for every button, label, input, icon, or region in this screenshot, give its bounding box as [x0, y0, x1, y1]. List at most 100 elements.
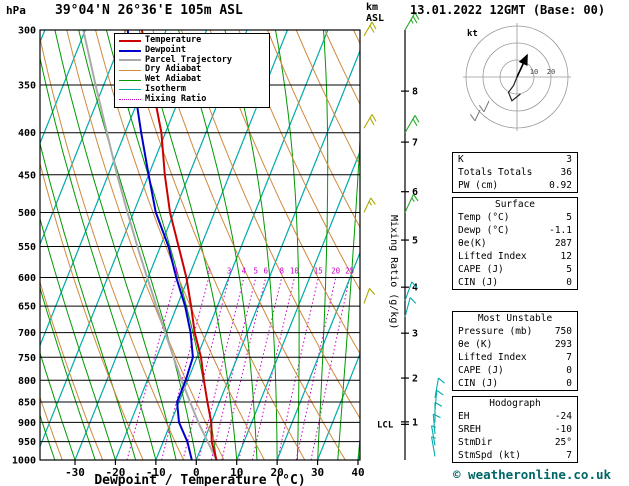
row-label: StmSpd (kt): [458, 450, 521, 461]
row-value: 287: [554, 238, 572, 249]
row-value: -10: [554, 424, 572, 435]
svg-text:10: 10: [230, 466, 243, 479]
row-label: Lifted Index: [458, 352, 527, 363]
svg-text:800: 800: [18, 376, 36, 387]
table-row: θe(K) 287: [453, 237, 577, 250]
legend-item: Dewpoint: [119, 45, 265, 56]
table-title: Most Unstable: [477, 313, 553, 324]
hodograph-unit-label: kt: [467, 29, 478, 39]
wind-barb: [363, 21, 377, 37]
hodograph-inset: 10 20 kt: [463, 23, 571, 131]
credit: © weatheronline.co.uk: [453, 467, 612, 482]
station-title: 39°04'N 26°36'E 105m ASL: [55, 3, 243, 18]
svg-text:500: 500: [18, 208, 36, 219]
row-label: StmDir: [458, 437, 493, 448]
svg-text:550: 550: [18, 242, 36, 253]
table-row: CAPE (J) 0: [453, 364, 577, 377]
row-label: Totals Totals: [458, 167, 533, 178]
legend-swatch: [119, 49, 141, 52]
svg-text:7: 7: [412, 138, 418, 149]
pressure-unit-label: hPa: [6, 4, 26, 17]
table-row: CAPE (J) 5: [453, 263, 577, 276]
row-value: 12: [560, 251, 572, 262]
svg-text:-10: -10: [146, 466, 166, 479]
asl-label: ASL: [366, 13, 385, 24]
svg-text:900: 900: [18, 418, 36, 429]
plot-border: [39, 29, 361, 461]
legend-item: Parcel Trajectory: [119, 55, 265, 66]
legend-swatch: [119, 69, 141, 71]
svg-text:4: 4: [412, 283, 418, 294]
lcl-label: LCL: [377, 420, 394, 430]
svg-text:1: 1: [412, 417, 418, 428]
svg-text:350: 350: [18, 81, 36, 92]
x-axis-label: Dewpoint / Temperature (°C): [94, 473, 306, 486]
row-value: -24: [554, 411, 572, 422]
row-value: 7: [566, 352, 572, 363]
row-value: 7: [566, 450, 572, 461]
most-unstable-table: Most Unstable Pressure (mb) 750 θe (K) 293 Li…: [452, 311, 578, 391]
wind-barb: [430, 436, 436, 457]
row-value: 0: [566, 378, 572, 389]
row-value: 5: [566, 212, 572, 223]
wind-barb: [434, 377, 445, 398]
svg-text:-30: -30: [65, 466, 85, 479]
surface-table: Surface Temp (°C) 5 Dewp (°C) -1.1 θe(K) 287 Li…: [452, 197, 578, 290]
wind-barb: [363, 288, 376, 304]
wind-barb: [478, 100, 490, 113]
legend-label: Isotherm: [145, 83, 186, 94]
legend-item: Wet Adiabat: [119, 74, 265, 85]
svg-text:300: 300: [18, 26, 36, 37]
legend: Temperature Dewpoint Parcel Trajectory Dry …: [114, 33, 270, 108]
row-label: CAPE (J): [458, 264, 504, 275]
legend-swatch: [119, 39, 141, 42]
svg-text:15: 15: [314, 267, 323, 276]
mixing-ratio-axis-label: Mixing Ratio (g/kg): [388, 215, 399, 329]
legend-item: Isotherm: [119, 83, 265, 95]
km-label: km: [366, 2, 379, 13]
svg-text:10: 10: [290, 267, 300, 276]
parcel-trajectory-line: [82, 30, 218, 460]
table-row: Temp (°C) 5: [453, 211, 577, 224]
legend-label: Wet Adiabat: [145, 74, 202, 85]
svg-text:6: 6: [412, 187, 418, 198]
temperature-line: [140, 30, 218, 460]
svg-text:4: 4: [242, 267, 247, 276]
svg-text:650: 650: [18, 302, 36, 313]
svg-text:700: 700: [18, 328, 36, 339]
row-value: -1.1: [549, 225, 572, 236]
wind-barb-column: [363, 12, 445, 457]
row-value: 36: [560, 167, 572, 178]
temperature-axis-labels: -30 -20 -10 0 10 20 30 40: [65, 460, 365, 479]
legend-swatch: [119, 59, 141, 62]
wind-barb: [434, 389, 444, 411]
legend-item: Temperature: [119, 35, 265, 46]
legend-label: Mixing Ratio: [145, 93, 207, 104]
wind-barb: [430, 425, 436, 446]
wind-barb: [434, 401, 443, 423]
indices-table: K 3 Totals Totals 36 PW (cm) 0.92: [452, 152, 578, 193]
table-row: Pressure (mb) 750: [453, 325, 577, 338]
row-label: K: [458, 154, 464, 165]
svg-text:850: 850: [18, 397, 36, 408]
legend-item: Dry Adiabat: [119, 65, 265, 75]
svg-text:10: 10: [530, 68, 538, 76]
svg-text:20: 20: [271, 466, 284, 479]
svg-text:40: 40: [351, 466, 364, 479]
svg-text:5: 5: [412, 236, 418, 247]
table-title: Hodograph: [489, 398, 541, 409]
row-label: SREH: [458, 424, 481, 435]
row-label: Lifted Index: [458, 251, 527, 262]
pressure-axis-labels: 300 350 400 450 500 550 600 650 700 750 800 850 900 9…: [12, 26, 36, 467]
svg-text:3: 3: [412, 329, 418, 340]
table-row: PW (cm) 0.92: [453, 179, 577, 192]
row-value: 5: [566, 264, 572, 275]
table-row: CIN (J) 0: [453, 276, 577, 289]
table-row: Totals Totals 36: [453, 166, 577, 179]
hodograph-trace: [507, 76, 521, 102]
svg-text:6: 6: [263, 267, 268, 276]
legend-item: Mixing Ratio: [119, 93, 265, 105]
legend-label: Dry Adiabat: [145, 64, 202, 75]
